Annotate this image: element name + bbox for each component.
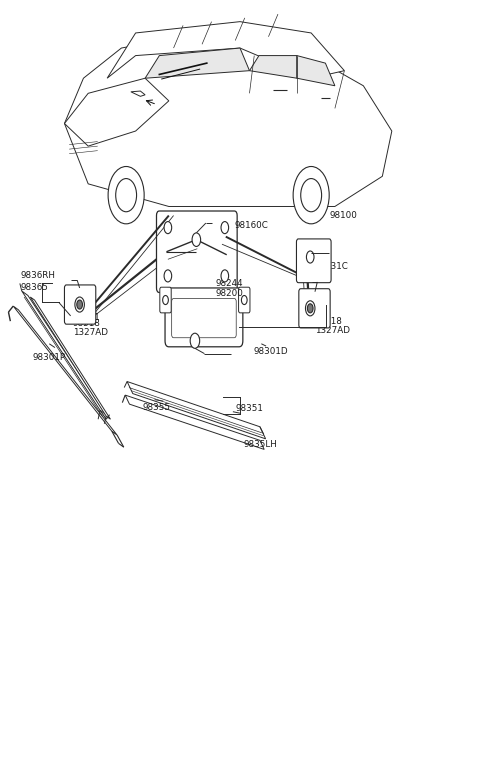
Circle shape — [293, 166, 329, 224]
Circle shape — [306, 251, 314, 263]
Text: 1327AD: 1327AD — [73, 328, 108, 337]
FancyBboxPatch shape — [156, 211, 237, 293]
Circle shape — [108, 166, 144, 224]
FancyBboxPatch shape — [172, 299, 236, 337]
FancyBboxPatch shape — [239, 287, 250, 313]
Polygon shape — [131, 91, 145, 97]
Polygon shape — [30, 297, 110, 420]
Polygon shape — [64, 78, 169, 146]
Circle shape — [164, 270, 172, 282]
Text: 98361: 98361 — [73, 313, 101, 322]
Text: 98131C: 98131C — [315, 262, 349, 271]
Text: 98355: 98355 — [143, 404, 171, 413]
Polygon shape — [22, 291, 106, 415]
FancyBboxPatch shape — [297, 239, 331, 283]
Text: 98318: 98318 — [315, 317, 343, 325]
Text: 98351: 98351 — [235, 404, 263, 413]
Circle shape — [163, 296, 168, 305]
Polygon shape — [127, 382, 265, 439]
Text: 98160C: 98160C — [234, 221, 268, 230]
FancyBboxPatch shape — [165, 288, 243, 347]
Circle shape — [305, 301, 315, 316]
FancyBboxPatch shape — [160, 287, 171, 313]
Circle shape — [221, 270, 228, 282]
Polygon shape — [107, 21, 344, 78]
Polygon shape — [250, 55, 297, 78]
Circle shape — [241, 296, 247, 305]
Text: 9836RH: 9836RH — [21, 271, 56, 280]
Text: 98301P: 98301P — [32, 353, 65, 362]
Text: 98365: 98365 — [21, 283, 48, 292]
Circle shape — [116, 179, 137, 212]
Circle shape — [307, 304, 313, 313]
Circle shape — [190, 333, 200, 348]
Text: 1327AD: 1327AD — [315, 326, 350, 334]
Circle shape — [77, 300, 83, 309]
Circle shape — [192, 233, 201, 246]
Polygon shape — [64, 33, 392, 207]
Circle shape — [221, 222, 228, 233]
Polygon shape — [145, 48, 250, 78]
Text: 9835LH: 9835LH — [244, 439, 277, 448]
Text: 98301D: 98301D — [253, 347, 288, 356]
Circle shape — [164, 222, 172, 233]
Polygon shape — [13, 306, 117, 435]
Polygon shape — [125, 395, 264, 449]
Text: 98318: 98318 — [73, 319, 101, 328]
FancyBboxPatch shape — [299, 289, 330, 328]
Text: 98200: 98200 — [216, 289, 243, 298]
Circle shape — [301, 179, 322, 212]
Text: 98244: 98244 — [216, 279, 243, 288]
Circle shape — [75, 297, 84, 312]
Polygon shape — [297, 55, 335, 86]
Text: 98100: 98100 — [329, 211, 357, 220]
FancyBboxPatch shape — [64, 285, 96, 325]
